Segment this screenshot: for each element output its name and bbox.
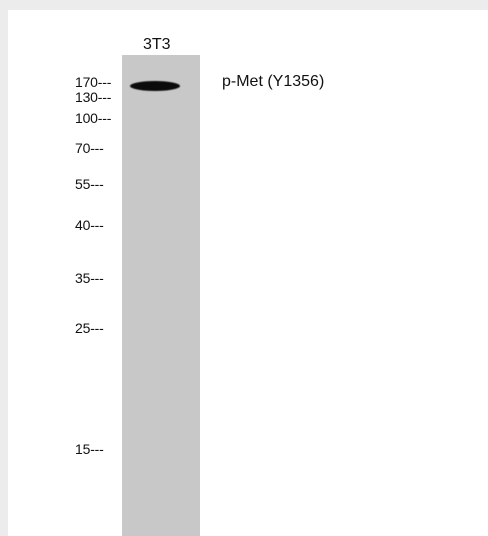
blot-panel <box>8 10 488 536</box>
marker-25: 25--- <box>75 320 104 336</box>
marker-35: 35--- <box>75 270 104 286</box>
marker-15: 15--- <box>75 441 104 457</box>
band-label: p-Met (Y1356) <box>222 73 325 90</box>
marker-40: 40--- <box>75 217 104 233</box>
marker-55: 55--- <box>75 176 104 192</box>
protein-band <box>130 81 180 91</box>
marker-70: 70--- <box>75 140 104 156</box>
lane-label: 3T3 <box>143 36 171 53</box>
marker-100: 100--- <box>75 110 112 126</box>
marker-130: 130--- <box>75 89 112 105</box>
gel-lane <box>122 55 200 536</box>
marker-170: 170--- <box>75 74 112 90</box>
